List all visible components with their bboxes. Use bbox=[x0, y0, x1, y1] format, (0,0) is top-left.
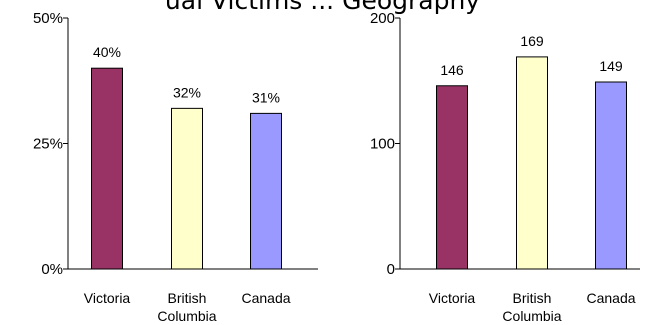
y-tick-label-1: 0 bbox=[387, 261, 395, 278]
category-label-3: Canada bbox=[241, 290, 290, 306]
y-tick-label-3: 200 bbox=[370, 10, 395, 27]
category-label-line: Victoria bbox=[429, 290, 476, 306]
data-label-2: 32% bbox=[173, 84, 201, 100]
data-label-3: 31% bbox=[252, 89, 280, 105]
category-label-1: Victoria bbox=[429, 290, 476, 306]
category-label-line: Columbia bbox=[157, 308, 216, 324]
bar-3 bbox=[595, 81, 627, 270]
y-tick-label-1: 0% bbox=[41, 261, 63, 278]
category-label-1: Victoria bbox=[84, 290, 131, 306]
data-label-3: 149 bbox=[599, 58, 623, 74]
chart-1: 40% 32% 31% 0% 25% 50% Victoria British Columbia… bbox=[33, 10, 318, 324]
bar-1 bbox=[436, 85, 468, 270]
category-label-line: Columbia bbox=[502, 308, 561, 324]
category-label-line: Canada bbox=[241, 290, 290, 306]
chart-title-fragment: ual Victims ... Geography bbox=[0, 0, 645, 14]
bar-3 bbox=[250, 112, 282, 270]
y-tick-label-2: 25% bbox=[33, 136, 63, 153]
data-label-1: 40% bbox=[93, 44, 121, 60]
data-label-1: 146 bbox=[440, 62, 464, 78]
bar-2 bbox=[516, 56, 548, 270]
y-tick-label-3: 50% bbox=[33, 10, 63, 27]
category-label-3: Canada bbox=[586, 290, 635, 306]
bar-2 bbox=[171, 107, 203, 270]
category-label-2: British Columbia bbox=[157, 290, 216, 324]
data-label-2: 169 bbox=[520, 33, 544, 49]
category-label-2: British Columbia bbox=[502, 290, 561, 324]
category-label-line: British bbox=[513, 290, 552, 306]
category-label-line: British bbox=[168, 290, 207, 306]
chart-2: 146 169 149 0 100 200 Victoria British Columbia C… bbox=[370, 10, 640, 324]
y-tick-label-2: 100 bbox=[370, 136, 395, 153]
category-label-line: Victoria bbox=[84, 290, 131, 306]
category-label-line: Canada bbox=[586, 290, 635, 306]
bar-1 bbox=[91, 67, 123, 270]
